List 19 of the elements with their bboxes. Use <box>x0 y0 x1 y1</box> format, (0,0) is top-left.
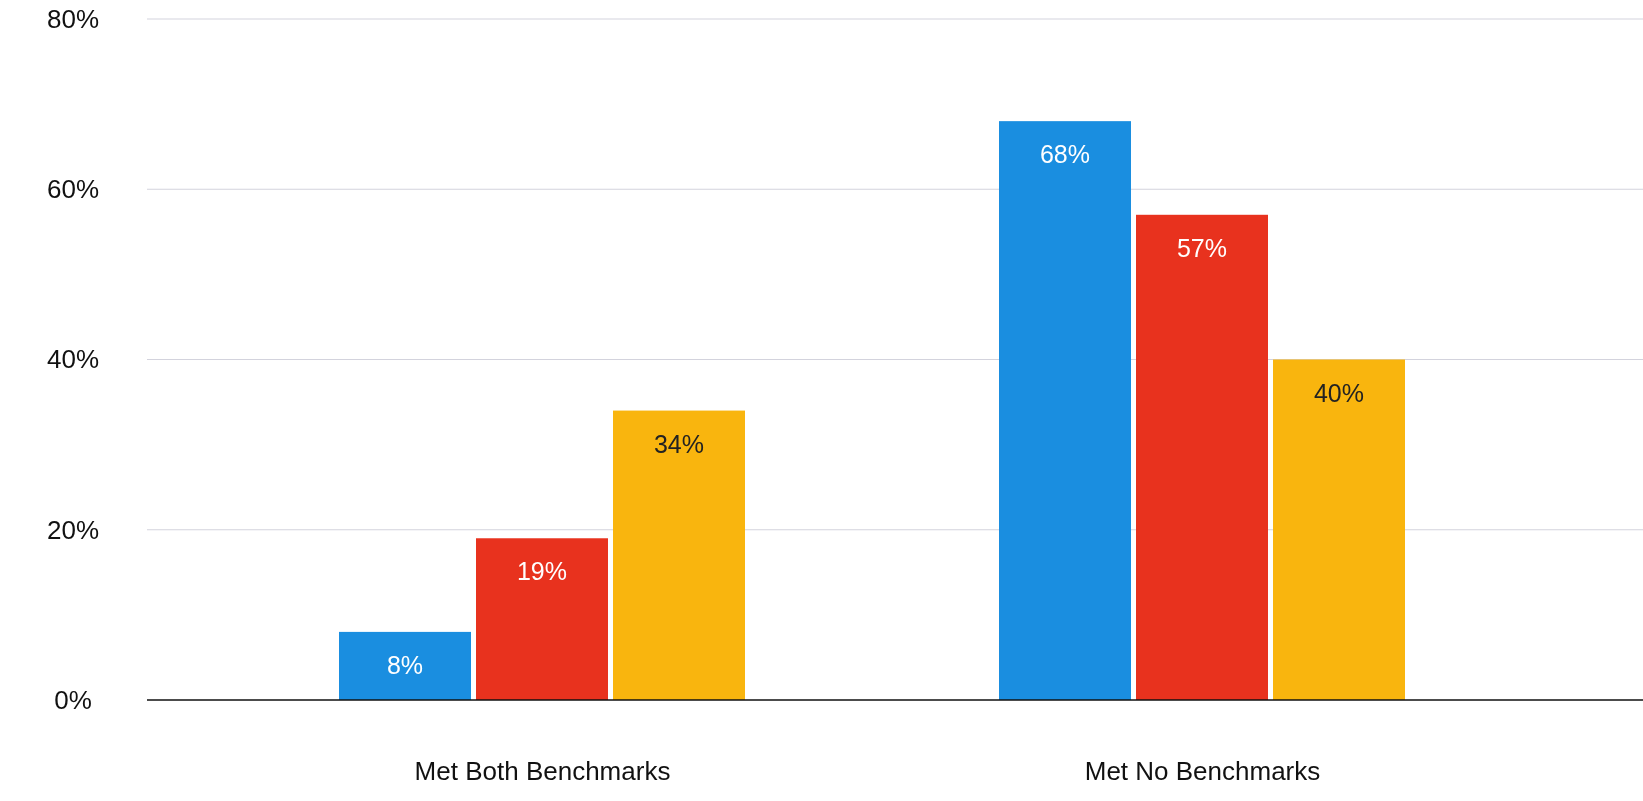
y-tick-label: 40% <box>46 344 100 375</box>
data-label: 40% <box>1313 378 1365 407</box>
data-label: 57% <box>1176 233 1228 262</box>
bar <box>1273 359 1405 700</box>
y-tick-label: 0% <box>54 684 92 715</box>
data-label: 19% <box>516 557 568 586</box>
y-tick-label: 60% <box>46 174 100 205</box>
y-tick-label: 80% <box>46 3 100 34</box>
data-label: 68% <box>1039 140 1091 169</box>
bar <box>476 538 608 700</box>
y-tick-label: 20% <box>46 514 100 545</box>
data-label: 8% <box>386 650 424 679</box>
bar <box>613 410 745 700</box>
x-tick-label: Met No Benchmarks <box>1084 756 1321 787</box>
bar <box>1136 214 1268 700</box>
bar <box>999 121 1131 700</box>
data-label: 34% <box>653 429 705 458</box>
x-tick-label: Met Both Benchmarks <box>414 756 671 787</box>
bar <box>339 631 471 700</box>
